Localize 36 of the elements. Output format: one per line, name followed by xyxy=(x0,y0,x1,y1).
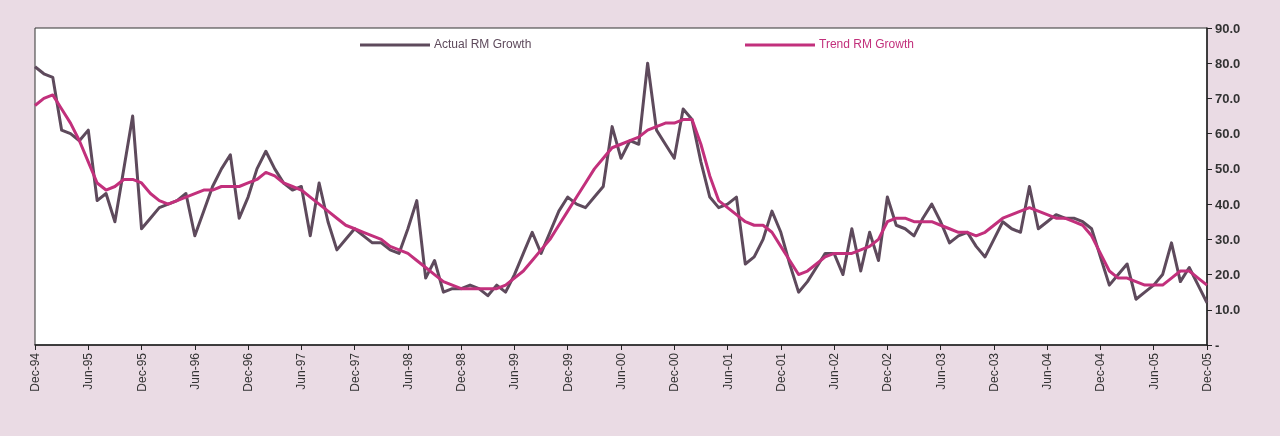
x-tick-label: Dec-94 xyxy=(28,352,42,392)
y-tick-label: 40.0 xyxy=(1215,196,1241,212)
text: Actual RM Growth xyxy=(434,37,532,51)
x-tick-label: Jun-03 xyxy=(933,352,948,390)
y-tick-label: 10.0 xyxy=(1215,302,1241,318)
x-tick-label: Dec-98 xyxy=(454,352,469,392)
y-tick-label: 60.0 xyxy=(1215,126,1241,142)
x-tick-label: Dec-05 xyxy=(1200,352,1214,392)
y-tick-label: 70.0 xyxy=(1215,90,1241,106)
x-tick-label: Dec-95 xyxy=(134,352,149,392)
line-series xyxy=(33,93,1209,291)
y-tick-label: 80.0 xyxy=(1215,55,1241,71)
x-tick-label: Jun-99 xyxy=(507,352,522,390)
x-tick-label: Dec-99 xyxy=(560,352,575,392)
x-tick-label: Jun-98 xyxy=(400,352,415,390)
x-tick-label: Jun-00 xyxy=(614,352,628,390)
y-tick-label: 20.0 xyxy=(1215,267,1241,283)
x-tick-label: Jun-96 xyxy=(187,352,202,390)
x-tick-label: Dec-04 xyxy=(1093,352,1108,392)
x-tick-label: Jun-97 xyxy=(294,352,309,390)
x-tick-label: Jun-01 xyxy=(720,352,735,390)
y-tick-label: 50.0 xyxy=(1215,161,1241,177)
x-tick-label: Dec-02 xyxy=(880,352,895,392)
x-tick-label: Jun-05 xyxy=(1146,352,1161,390)
y-tick-label: 90.0 xyxy=(1215,20,1241,36)
x-tick-label: Dec-00 xyxy=(667,352,682,392)
y-tick-label: - xyxy=(1215,337,1220,353)
x-tick-label: Dec-03 xyxy=(986,352,1001,392)
x-tick-label: Jun-95 xyxy=(81,352,96,390)
y-tick-label: 30.0 xyxy=(1215,231,1241,247)
x-tick-label: Dec-96 xyxy=(241,352,256,392)
x-tick-label: Jun-04 xyxy=(1040,352,1055,390)
x-tick-label: Dec-01 xyxy=(773,352,788,392)
x-tick-label: Jun-02 xyxy=(827,352,842,390)
text: Trend RM Growth xyxy=(819,37,914,51)
x-tick-label: Dec-97 xyxy=(347,352,362,392)
